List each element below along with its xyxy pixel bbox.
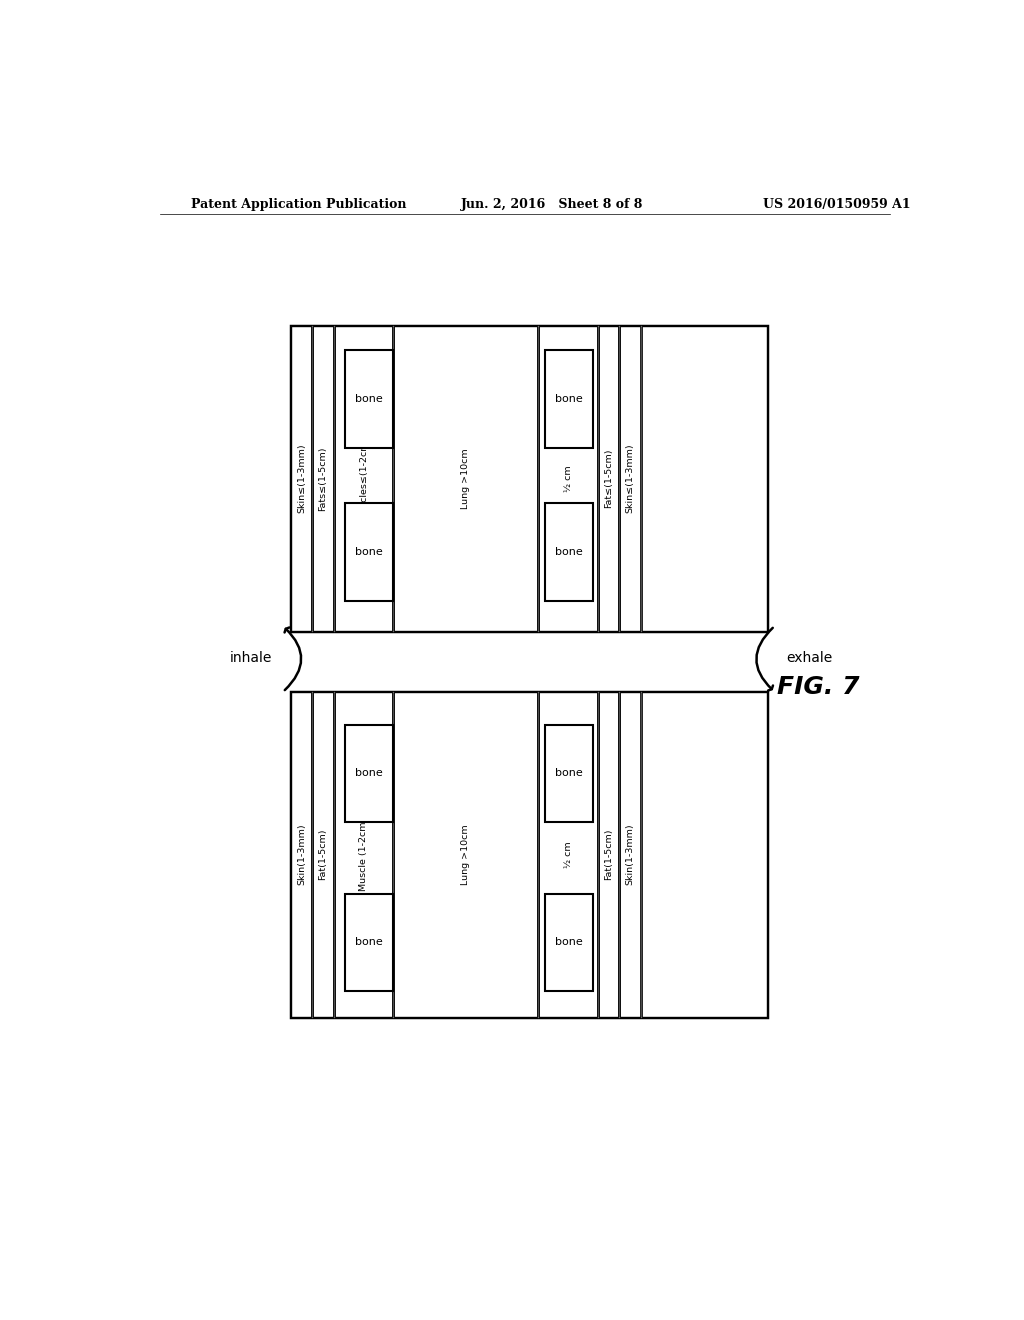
Text: bone: bone bbox=[555, 768, 583, 779]
Text: inhale: inhale bbox=[229, 652, 272, 665]
Text: Fats≤(1-5cm): Fats≤(1-5cm) bbox=[318, 446, 328, 511]
Text: Skin≤(1-3mm): Skin≤(1-3mm) bbox=[626, 444, 635, 513]
Bar bbox=[291, 326, 767, 631]
Text: FIG. 7: FIG. 7 bbox=[777, 675, 860, 698]
Bar bbox=[345, 503, 393, 601]
Text: bone: bone bbox=[555, 395, 583, 404]
Bar bbox=[291, 692, 767, 1018]
Text: Patent Application Publication: Patent Application Publication bbox=[191, 198, 407, 211]
Bar bbox=[546, 351, 593, 447]
Text: US 2016/0150959 A1: US 2016/0150959 A1 bbox=[763, 198, 910, 211]
Bar bbox=[291, 326, 767, 631]
Text: bone: bone bbox=[555, 546, 583, 557]
Bar bbox=[345, 725, 393, 822]
Bar bbox=[345, 351, 393, 447]
Text: Fat≤(1-5cm): Fat≤(1-5cm) bbox=[604, 449, 613, 508]
Text: Jun. 2, 2016   Sheet 8 of 8: Jun. 2, 2016 Sheet 8 of 8 bbox=[461, 198, 644, 211]
Text: Muscle (1-2cm): Muscle (1-2cm) bbox=[358, 818, 368, 891]
Bar bbox=[291, 692, 767, 1018]
Text: exhale: exhale bbox=[785, 652, 833, 665]
Bar bbox=[546, 725, 593, 822]
Bar bbox=[546, 894, 593, 991]
Bar bbox=[546, 503, 593, 601]
Text: Skin(1-3mm): Skin(1-3mm) bbox=[626, 824, 635, 886]
Text: bone: bone bbox=[355, 395, 383, 404]
Text: bone: bone bbox=[355, 937, 383, 948]
Text: bone: bone bbox=[355, 768, 383, 779]
Text: ½ cm: ½ cm bbox=[563, 841, 572, 869]
Text: Lung >10cm: Lung >10cm bbox=[461, 449, 470, 510]
Text: Fat(1-5cm): Fat(1-5cm) bbox=[604, 829, 613, 880]
Text: ½ cm: ½ cm bbox=[563, 465, 572, 492]
Text: Skin≤(1-3mm): Skin≤(1-3mm) bbox=[297, 444, 306, 513]
Text: bone: bone bbox=[555, 937, 583, 948]
Text: Muscles≤(1-2cm): Muscles≤(1-2cm) bbox=[358, 437, 368, 520]
Text: Skin(1-3mm): Skin(1-3mm) bbox=[297, 824, 306, 886]
Text: Lung >10cm: Lung >10cm bbox=[461, 824, 470, 884]
Text: bone: bone bbox=[355, 546, 383, 557]
Bar bbox=[345, 894, 393, 991]
Text: Fat(1-5cm): Fat(1-5cm) bbox=[318, 829, 328, 880]
